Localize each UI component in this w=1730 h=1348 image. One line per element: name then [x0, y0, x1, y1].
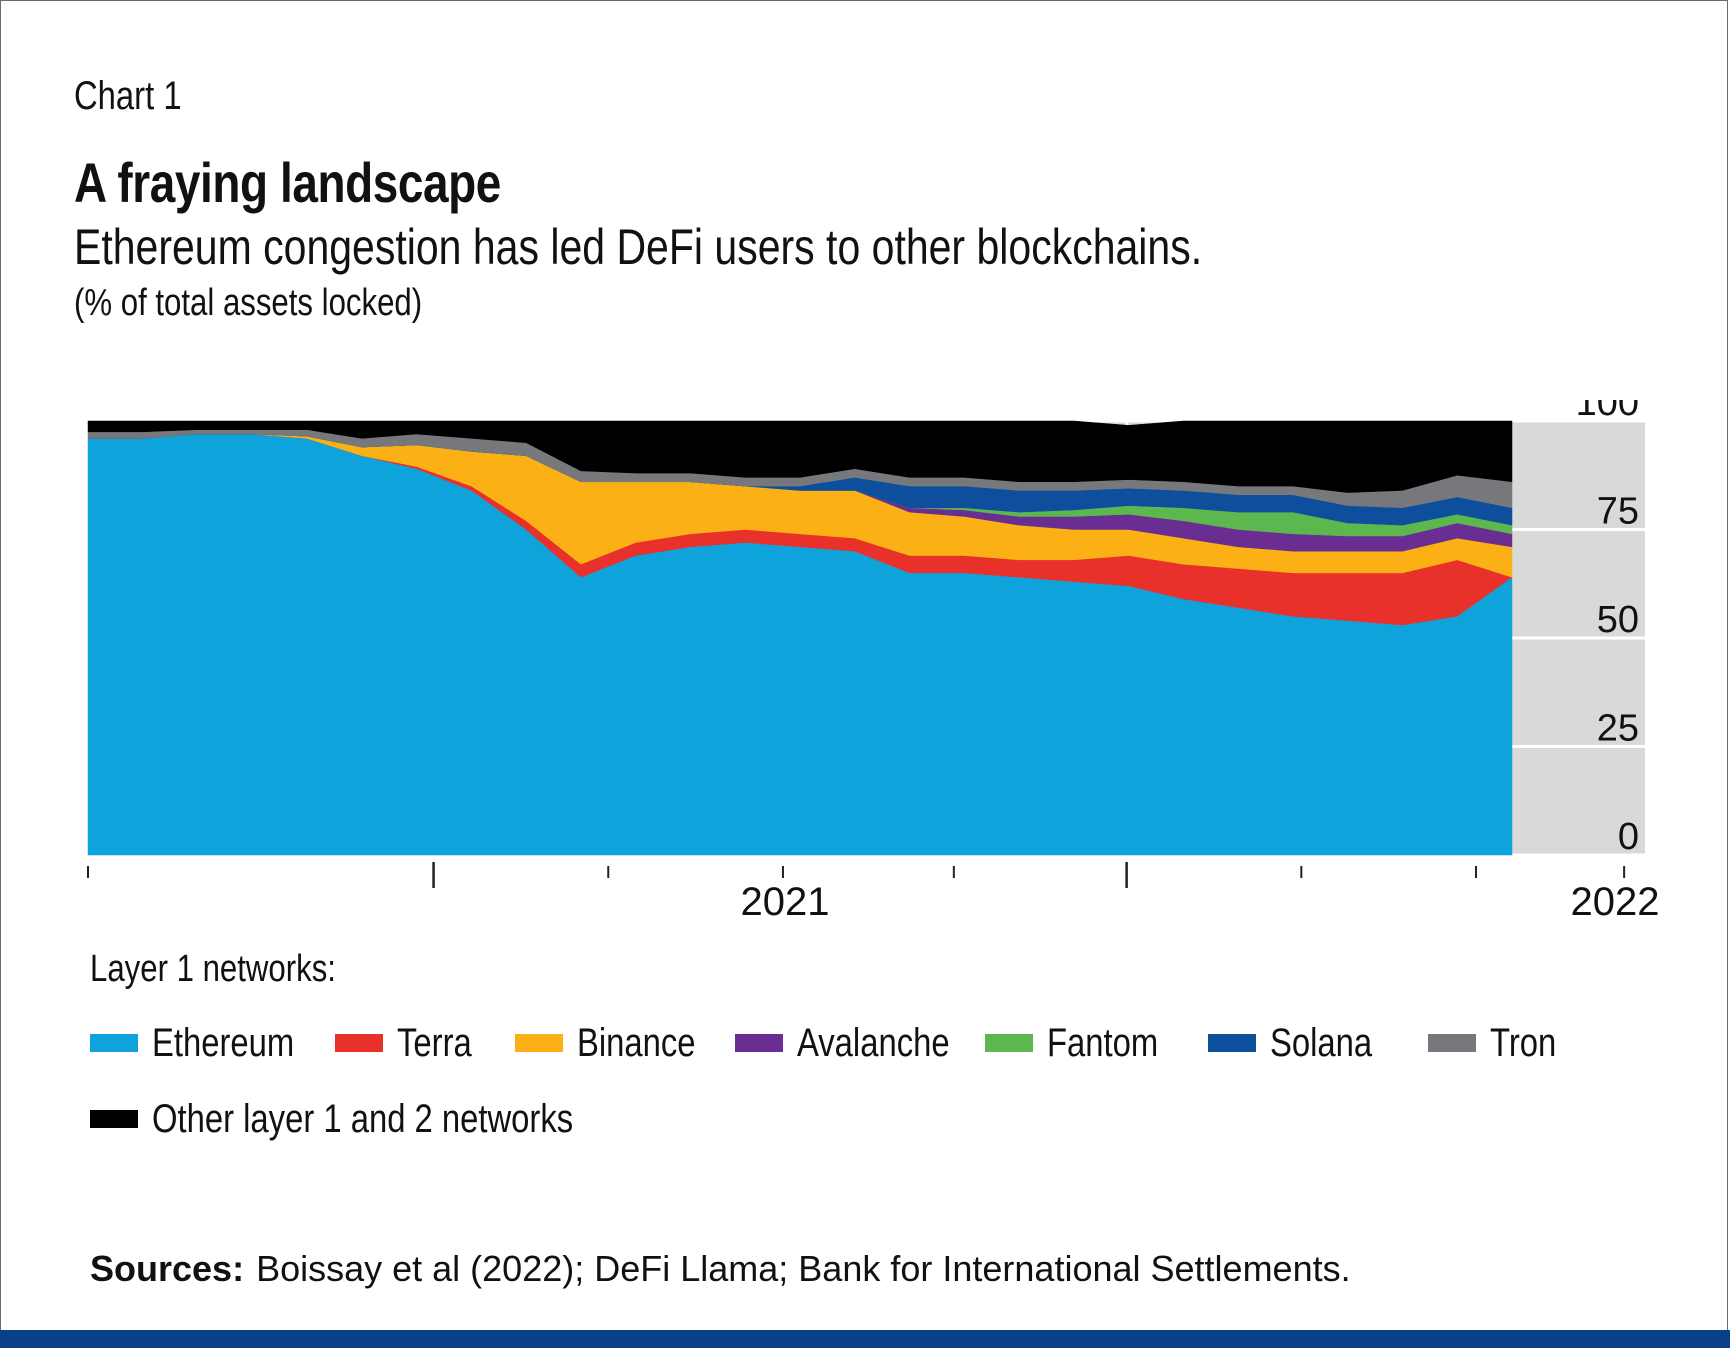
- legend-item-fantom: Fantom: [985, 1018, 1183, 1068]
- legend-swatch: [90, 1034, 138, 1052]
- y-tick-label-75: 75: [1597, 491, 1639, 533]
- y-tick-label-0: 0: [1618, 816, 1639, 858]
- legend-item-tron: Tron: [1428, 1018, 1571, 1068]
- legend-label: Other layer 1 and 2 networks: [152, 1096, 574, 1141]
- chart-unit: (% of total assets locked): [74, 282, 423, 324]
- legend-swatch: [335, 1034, 383, 1052]
- y-tick-label-50: 50: [1597, 599, 1639, 641]
- y-tick-label-25: 25: [1597, 708, 1639, 750]
- legend-item-avalanche: Avalanche: [735, 1018, 983, 1068]
- legend-item-solana: Solana: [1208, 1018, 1395, 1068]
- legend-label: Ethereum: [152, 1020, 295, 1065]
- sources-text: Boissay et al (2022); DeFi Llama; Bank f…: [256, 1248, 1351, 1289]
- legend-item-binance: Binance: [515, 1018, 722, 1068]
- legend-item-other-layer-1-and-2-networks: Other layer 1 and 2 networks: [90, 1094, 666, 1144]
- legend-swatch: [515, 1034, 563, 1052]
- chart-label: Chart 1: [74, 74, 182, 118]
- x-tick-label-2022: 2022: [1571, 880, 1660, 920]
- legend-swatch: [735, 1034, 783, 1052]
- legend-swatch: [985, 1034, 1033, 1052]
- legend-title: Layer 1 networks:: [90, 948, 336, 990]
- stacked-area-chart: 0 25 50 75 100 2021 2022: [87, 400, 1660, 920]
- legend-label: Solana: [1270, 1020, 1373, 1065]
- x-tick-label-2021: 2021: [740, 880, 829, 920]
- area-series-other-layer-1-and-2-networks: [87, 420, 1513, 493]
- legend-label: Fantom: [1047, 1020, 1159, 1065]
- bottom-accent-bar: [0, 1330, 1730, 1348]
- legend-label: Terra: [397, 1020, 472, 1065]
- legend-swatch: [1428, 1034, 1476, 1052]
- chart-subtitle: Ethereum congestion has led DeFi users t…: [74, 219, 1203, 275]
- y-tick-label-100: 100: [1576, 400, 1639, 424]
- chart-title: A fraying landscape: [74, 151, 501, 214]
- sources-note: Sources: Boissay et al (2022); DeFi Llama…: [90, 1248, 1351, 1290]
- legend-label: Binance: [577, 1020, 696, 1065]
- legend-swatch: [90, 1110, 138, 1128]
- sources-label: Sources:: [90, 1248, 245, 1289]
- legend-swatch: [1208, 1034, 1256, 1052]
- legend-label: Avalanche: [797, 1020, 950, 1065]
- legend-label: Tron: [1490, 1020, 1557, 1065]
- legend-item-terra: Terra: [335, 1018, 488, 1068]
- legend-item-ethereum: Ethereum: [90, 1018, 325, 1068]
